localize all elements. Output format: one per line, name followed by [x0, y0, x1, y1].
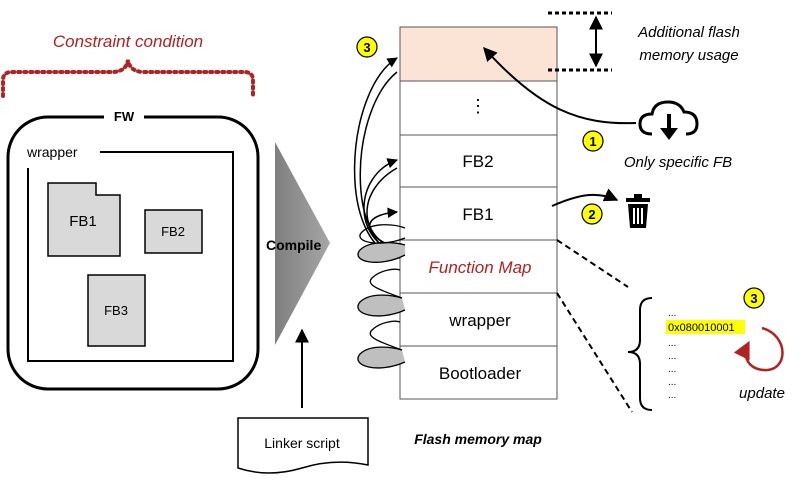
- flash-dots-label: ⋮: [469, 96, 487, 116]
- usage-label-line2: memory usage: [639, 47, 738, 64]
- function-map-detail: ... 0x080010001 ... ... ... ... ...: [666, 308, 745, 401]
- linker-script-doc: [237, 417, 369, 474]
- delete-arrow: [551, 188, 619, 207]
- constraint-brace: [0, 59, 255, 98]
- fw-title: FW: [114, 109, 135, 124]
- badge-3-right: [743, 287, 765, 309]
- flash-fb1-label: FB1: [462, 205, 493, 224]
- zoom-line-bottom: [556, 292, 633, 413]
- flash-function-map-label: Function Map: [429, 258, 532, 277]
- constraint-label: Constraint condition: [53, 32, 203, 51]
- flash-cell-dots: [399, 80, 558, 136]
- update-arrow-icon: [733, 326, 784, 372]
- fm-row-5: ...: [668, 377, 676, 388]
- fm-row-0: ...: [668, 308, 676, 319]
- wrapper-label: wrapper: [26, 144, 78, 160]
- trash-icon: [626, 194, 650, 228]
- usage-label-line1: Additional flash: [637, 24, 740, 41]
- fm-row-1: 0x080010001: [668, 322, 735, 334]
- flash-memory-map: ⋮ FB2 FB1 Function Map wrapper Bootloade…: [399, 26, 558, 400]
- flash-cell-bootloader: [399, 345, 558, 400]
- flash-cell-additional: [399, 26, 558, 82]
- compile-label: Compile: [266, 237, 321, 253]
- badge-1-label: 1: [589, 134, 596, 149]
- badge-1: [582, 130, 604, 152]
- download-arrow: [483, 46, 637, 125]
- cloud-download-icon: [638, 100, 699, 140]
- flash-bootloader-label: Bootloader: [439, 364, 522, 383]
- only-specific-fb-label: Only specific FB: [624, 154, 732, 171]
- badge-3-right-label: 3: [750, 291, 757, 306]
- flash-wrapper-label: wrapper: [448, 311, 511, 330]
- flash-cell-fb1: [399, 186, 558, 241]
- fm-row-6: ...: [668, 390, 676, 401]
- update-label: update: [739, 385, 785, 402]
- fm-row-2: ...: [668, 338, 676, 349]
- fb1-block: [47, 182, 121, 257]
- badge-2: [581, 203, 603, 225]
- flash-caption: Flash memory map: [414, 431, 542, 447]
- fb3-label: FB3: [104, 303, 128, 318]
- fb3-block: [87, 274, 146, 347]
- fm-row-highlight: [666, 320, 745, 334]
- pointer-loops: [353, 57, 406, 369]
- fb1-label: FB1: [69, 213, 97, 230]
- fb2-label: FB2: [161, 224, 185, 239]
- fm-row-4: ...: [668, 364, 676, 375]
- flash-fb2-label: FB2: [462, 152, 493, 171]
- compile-arrow: [275, 142, 330, 345]
- wrapper-box: [27, 151, 234, 362]
- badge-3-left-label: 3: [363, 40, 370, 55]
- badge-3-left: [356, 36, 378, 58]
- fm-row-3: ...: [668, 351, 676, 362]
- fb2-block: [144, 209, 203, 254]
- flash-cell-wrapper: [399, 292, 558, 347]
- badge-2-label: 2: [588, 207, 595, 222]
- function-map-brace: [627, 297, 653, 411]
- zoom-line-top: [556, 239, 629, 288]
- linker-script-label: Linker script: [264, 435, 340, 451]
